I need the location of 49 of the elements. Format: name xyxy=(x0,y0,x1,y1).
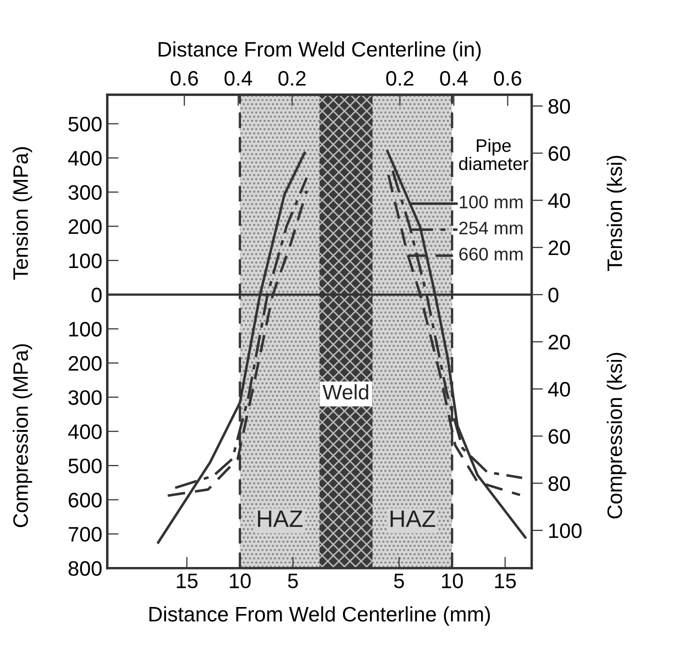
y-tick-label: 200 xyxy=(68,219,102,234)
band-label: HAZ xyxy=(258,510,303,527)
x-tick-label: 5 xyxy=(394,574,404,588)
x2-axis-title: Distance From Weld Centerline (in) xyxy=(158,41,481,61)
y2-tick-label: 100 xyxy=(549,523,582,538)
y-tick-label: 600 xyxy=(68,492,102,508)
y-tick-label: 100 xyxy=(69,253,102,268)
y2-tick-label: 80 xyxy=(548,99,570,114)
y2-tick-label: 60 xyxy=(548,146,570,161)
y-tick-label: 200 xyxy=(68,356,102,371)
y2-tick-label: 40 xyxy=(548,193,570,208)
y-tick-label: 500 xyxy=(68,458,102,474)
y-tick-label: 400 xyxy=(68,424,102,440)
x-tick-label: 10 xyxy=(230,574,251,588)
x2-tick-label: 0.4 xyxy=(440,70,468,86)
x2-tick-label: 0.2 xyxy=(386,70,414,86)
legend-label: 100 mm xyxy=(460,196,522,208)
x-axis-title: Distance From Weld Centerline (mm) xyxy=(149,606,490,626)
x2-tick-label: 0.6 xyxy=(170,70,198,86)
y-tick-label: 0 xyxy=(92,288,102,302)
x2-tick-label: 0.4 xyxy=(224,70,252,86)
y-tick-label: 300 xyxy=(68,185,102,200)
x-tick-label: 15 xyxy=(176,574,198,588)
y2-tick-label: 0 xyxy=(548,288,558,302)
y-tick-label: 700 xyxy=(68,526,102,542)
legend-label: 254 mm xyxy=(459,222,522,234)
y-tick-label: 100 xyxy=(69,322,102,337)
text: Compression (ksi) xyxy=(606,352,626,518)
x2-tick-label: 0.6 xyxy=(494,70,522,86)
x-tick-label: 10 xyxy=(442,574,463,588)
band-label: Weld xyxy=(322,384,368,400)
y2-tick-label: 20 xyxy=(548,334,570,350)
y-axis-title: Tension (MPa) xyxy=(12,147,32,280)
band-label: HAZ xyxy=(390,510,436,527)
y-tick-label: 300 xyxy=(68,390,102,405)
legend-label: 660 mm xyxy=(459,248,522,260)
x-tick-label: 5 xyxy=(288,574,298,588)
y-tick-label: 400 xyxy=(68,150,102,166)
text: Compression (MPa) xyxy=(12,344,32,528)
y-tick-label: 500 xyxy=(68,116,102,132)
legend-title: Pipe diameter xyxy=(459,138,528,170)
x2-tick-label: 0.2 xyxy=(278,70,306,86)
y2-tick-label: 80 xyxy=(548,476,570,491)
x-tick-label: 15 xyxy=(495,574,516,588)
y2-tick-label: 40 xyxy=(548,382,570,397)
y2-axis-title: Tension (ksi) xyxy=(606,156,626,272)
y2-tick-label: 60 xyxy=(548,429,570,444)
y-tick-label: 800 xyxy=(68,561,102,576)
y2-tick-label: 20 xyxy=(548,240,570,256)
